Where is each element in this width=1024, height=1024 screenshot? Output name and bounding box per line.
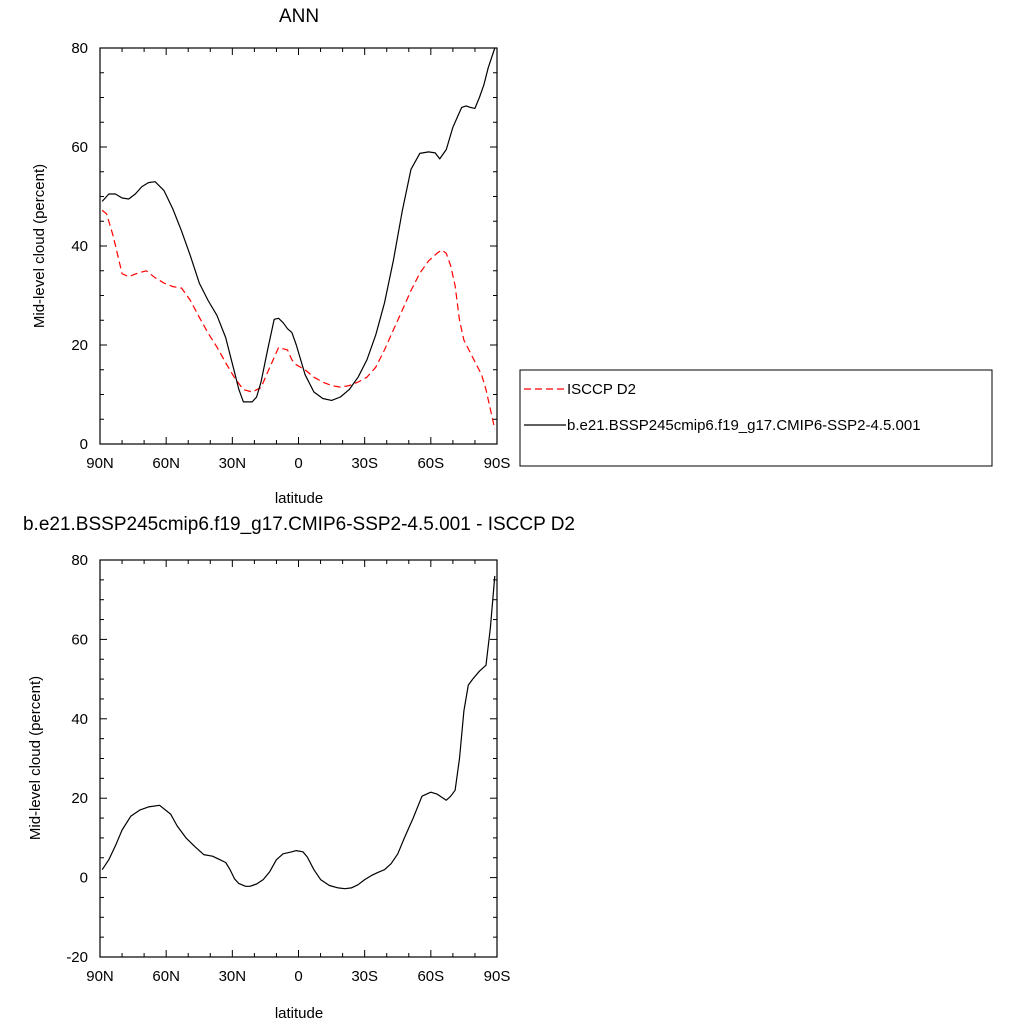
bottom-panel-ylabel: Mid-level cloud (percent)	[27, 676, 44, 840]
top-panel-title: ANN	[279, 6, 319, 27]
bottom-ytick-label: -20	[66, 949, 88, 966]
top-xtick-label: 30N	[219, 455, 247, 472]
bottom-panel-ticks: 90N 60N 30N 0 30S 60S 90S -20 0 20 40 60 80	[66, 552, 510, 985]
legend-label-model: b.e21.BSSP245cmip6.f19_g17.CMIP6-SSP2-4.…	[567, 417, 921, 434]
bottom-panel-xlabel: latitude	[275, 1005, 323, 1022]
top-xtick-label: 30S	[351, 455, 378, 472]
legend-label-isccp: ISCCP D2	[567, 381, 636, 398]
top-ytick-label: 0	[80, 436, 88, 453]
bottom-ytick-label: 40	[71, 711, 88, 728]
top-series-line-1	[101, 47, 496, 403]
legend-box	[519, 369, 993, 467]
bottom-ytick-label: 80	[71, 552, 88, 569]
bottom-xtick-label: 60S	[417, 968, 444, 985]
top-xtick-label: 0	[294, 455, 302, 472]
bottom-xtick-label: 30S	[351, 968, 378, 985]
bottom-ytick-label: 60	[71, 631, 88, 648]
bottom-panel: b.e21.BSSP245cmip6.f19_g17.CMIP6-SSP2-4.…	[23, 514, 575, 1022]
top-panel-frame	[99, 47, 498, 445]
top-panel: ANN 90N 60N 30N 0 30S 60S 90S 0 20 40 60 80 latitud…	[31, 6, 510, 507]
bottom-xtick-label: 90N	[86, 968, 114, 985]
legend: ISCCP D2 b.e21.BSSP245cmip6.f19_g17.CMIP…	[519, 369, 993, 467]
bottom-xtick-label: 0	[294, 968, 302, 985]
bottom-series-line-0	[101, 575, 496, 890]
top-panel-ylabel: Mid-level cloud (percent)	[31, 164, 48, 328]
top-xtick-label: 60S	[417, 455, 444, 472]
top-xtick-label: 90S	[484, 455, 511, 472]
top-ytick-label: 60	[71, 139, 88, 156]
bottom-panel-title: b.e21.BSSP245cmip6.f19_g17.CMIP6-SSP2-4.…	[23, 514, 575, 535]
bottom-xtick-label: 90S	[484, 968, 511, 985]
bottom-ytick-label: 20	[71, 790, 88, 807]
top-xtick-label: 60N	[152, 455, 180, 472]
top-ytick-label: 40	[71, 238, 88, 255]
top-panel-ticks: 90N 60N 30N 0 30S 60S 90S 0 20 40 60 80	[71, 40, 510, 472]
bottom-xtick-label: 60N	[152, 968, 180, 985]
top-xtick-label: 90N	[86, 455, 114, 472]
bottom-panel-frame	[99, 559, 498, 958]
top-ytick-label: 80	[71, 40, 88, 57]
top-ytick-label: 20	[71, 337, 88, 354]
top-panel-series	[101, 47, 496, 430]
top-series-line-0	[101, 209, 496, 430]
top-panel-xlabel: latitude	[275, 490, 323, 507]
bottom-panel-series	[101, 575, 496, 890]
bottom-xtick-label: 30N	[219, 968, 247, 985]
bottom-ytick-label: 0	[80, 870, 88, 887]
